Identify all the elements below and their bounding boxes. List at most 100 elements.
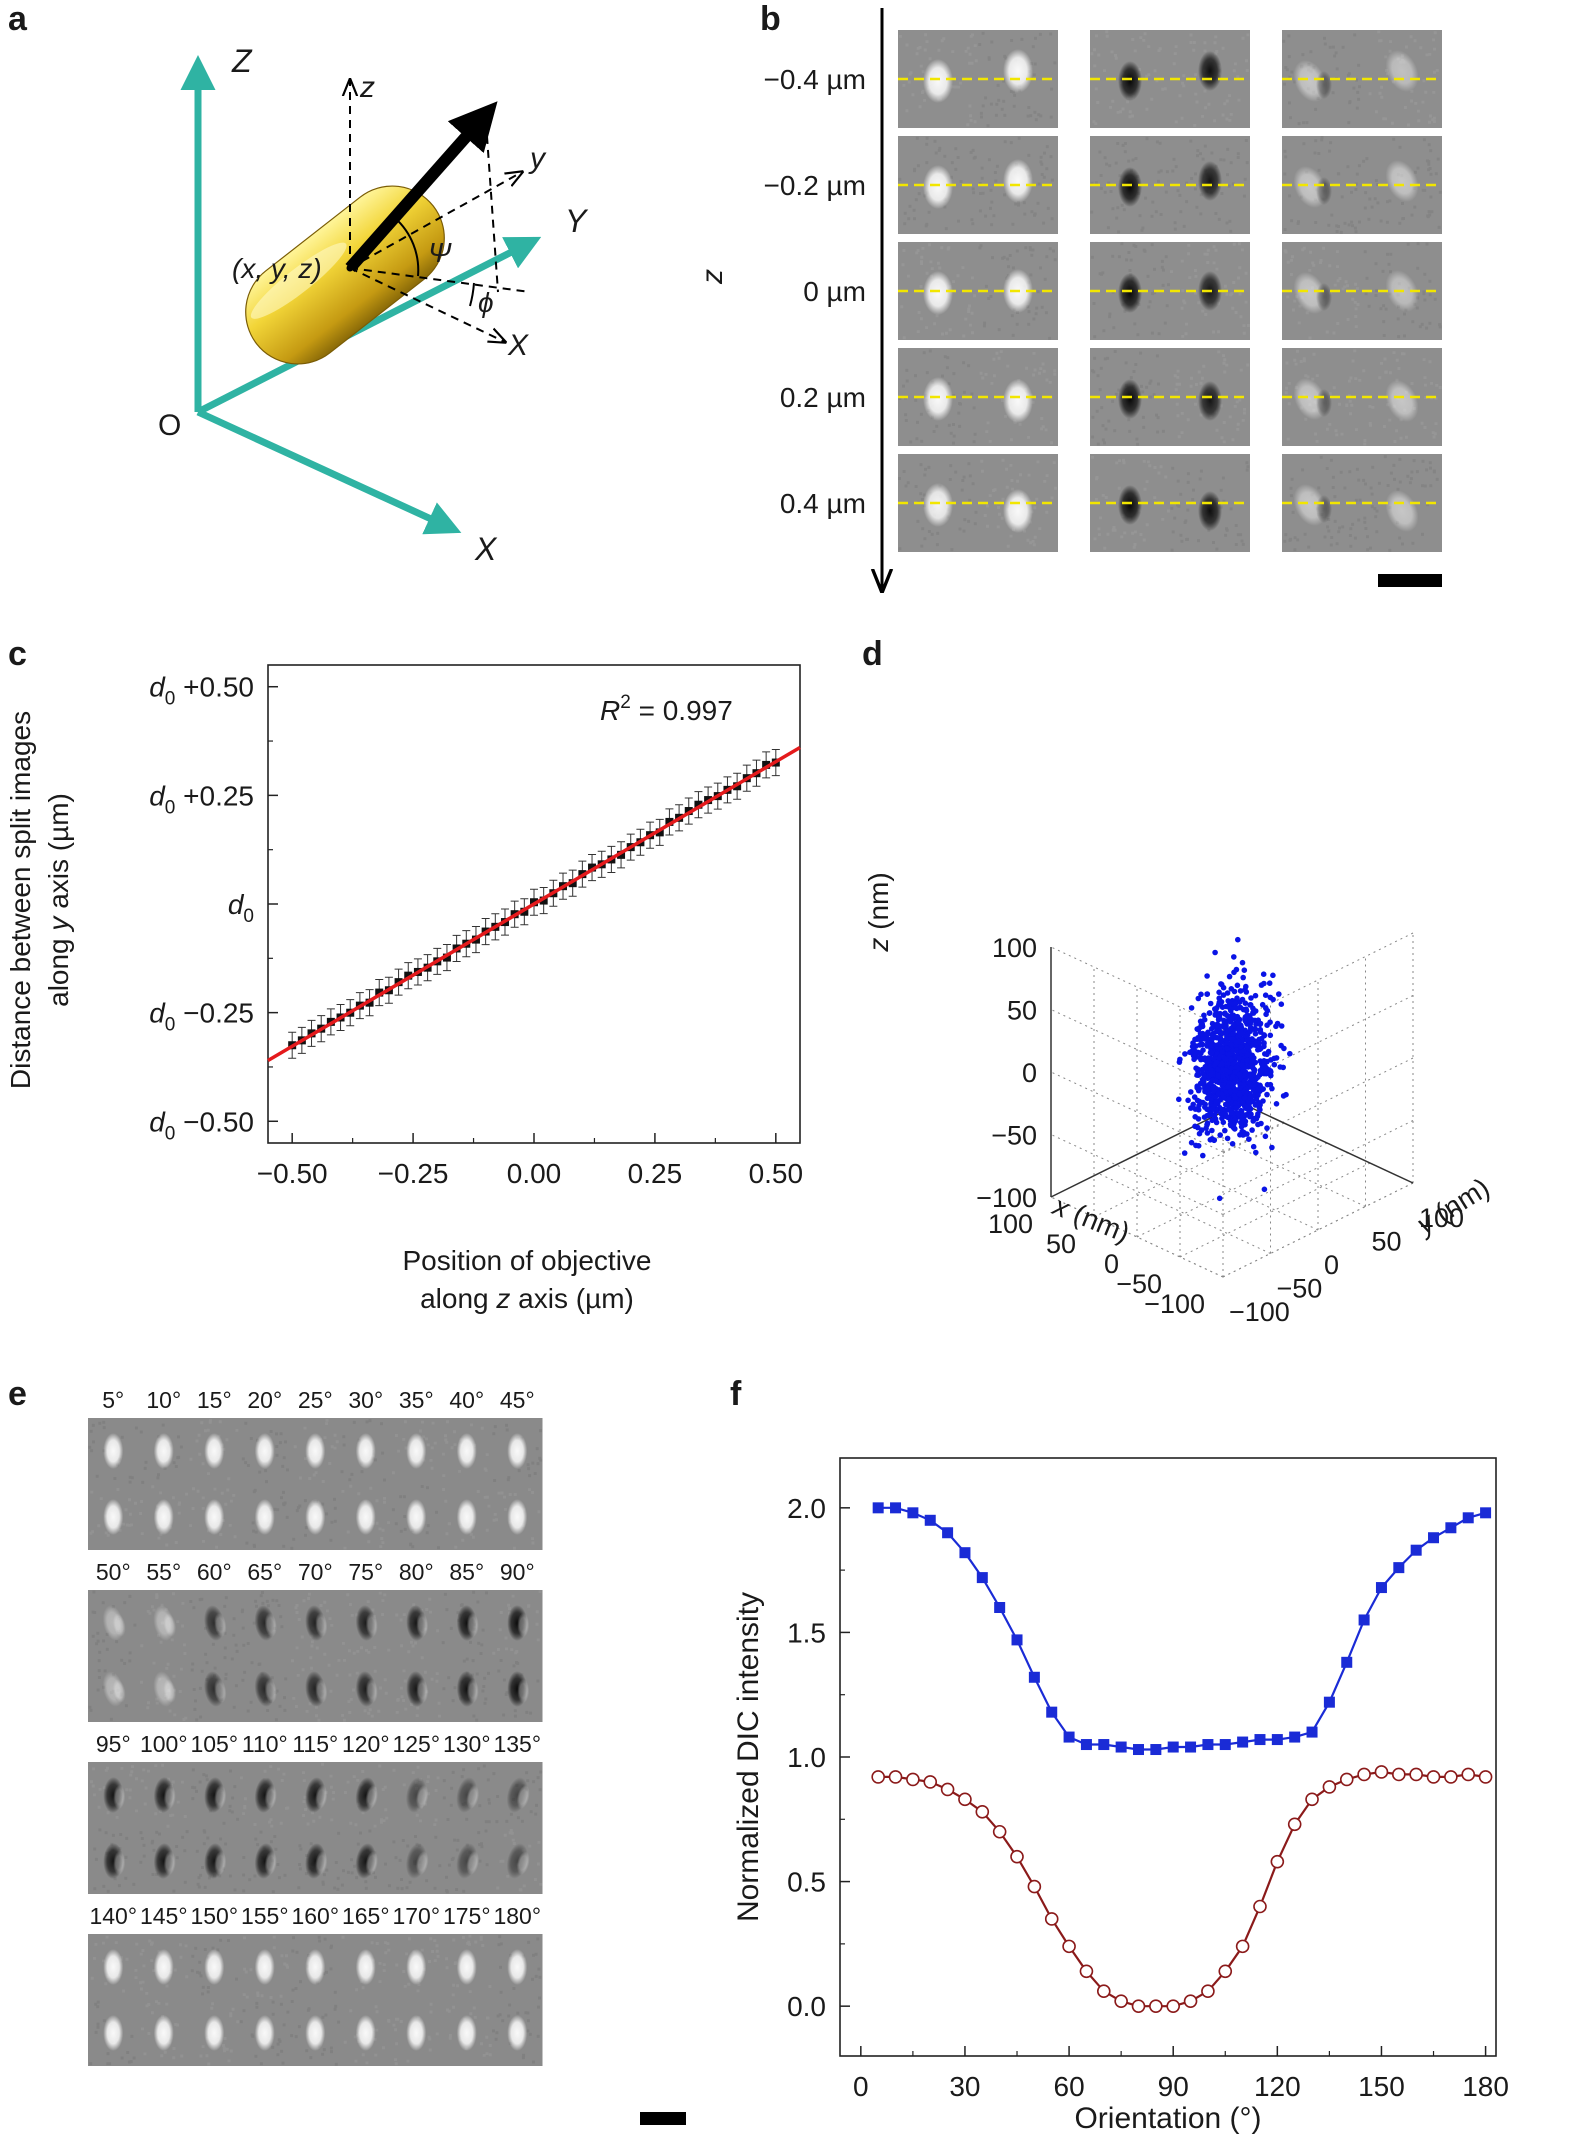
panel-e-halo-2-5-0 (365, 1785, 378, 1809)
panel-d-point-1062 (1242, 1014, 1249, 1020)
panel-f-point-blue-7 (994, 1602, 1006, 1613)
panel-e-spot-3-5-1 (355, 2015, 376, 2051)
panel-d-point-488 (1264, 1125, 1270, 1131)
panel-d-point-610 (1195, 1068, 1201, 1074)
panel-d-point-940 (1224, 1039, 1230, 1046)
panel-e-spot-0-0-1 (103, 1499, 124, 1535)
panel-d-point-819 (1228, 1122, 1234, 1129)
panel-b-spot-r0-c0-0 (923, 59, 953, 103)
panel-f-point-red-23 (1270, 1854, 1285, 1869)
panel-d-point-990 (1188, 1005, 1195, 1011)
panel-d-point-1033 (1219, 1082, 1225, 1088)
panel-e-tile-2-0-0-texture (90, 1765, 138, 1819)
panel-d-point-1082 (1224, 1084, 1231, 1090)
panel-d-point-762 (1204, 991, 1211, 997)
panel-d-point-403 (1248, 995, 1254, 1001)
panel-b-image-grid: z −0.4 µm −0.2 µm 0 µm 0.2 µm 0.4 µm (696, 8, 1442, 588)
panel-d-point-161 (1204, 973, 1210, 979)
panel-d-point-1092 (1236, 1091, 1243, 1098)
panel-f-ytick-label-3: 1.5 (787, 1617, 826, 1648)
panel-c-xlabel-line1: Position of objective (402, 1245, 651, 1276)
panel-d-point-207 (1216, 989, 1222, 996)
panel-d-point-1068 (1236, 1071, 1243, 1078)
panel-f-point-blue-5 (959, 1547, 971, 1559)
panel-f-point-blue-22 (1254, 1734, 1266, 1746)
panel-e-halo-1-3-1 (264, 1679, 277, 1703)
panel-c-ytick-label-4: d0 +0.50 (149, 672, 254, 710)
panel-d-point-1059 (1215, 1066, 1221, 1073)
panel-d-point-818 (1204, 1112, 1210, 1119)
panel-f-point-blue-29 (1375, 1582, 1387, 1594)
panel-f-point-blue-31 (1410, 1544, 1422, 1556)
panel-d-axis-front-x (1050, 1102, 1242, 1198)
panel-f-point-blue-2 (907, 1507, 919, 1519)
panel-d-point-975 (1257, 1046, 1263, 1053)
panel-e-tile-3-7-1-texture (446, 2005, 492, 2057)
panel-d-wallx-gh-1 (1222, 1120, 1414, 1215)
panel-e-halo-2-6-1 (415, 1851, 429, 1875)
panel-b-tile-r0-c0-0-texture (898, 33, 978, 127)
panel-f-point-red-21 (1235, 1939, 1250, 1954)
panel-d-point-878 (1200, 1099, 1206, 1106)
panel-c-point-16 (442, 953, 451, 962)
panel-b-spot-r1-c0-0 (923, 165, 953, 209)
panel-d-point-993 (1268, 1069, 1274, 1075)
panel-d-point-616 (1261, 1186, 1268, 1193)
panel-d-point-1073 (1230, 1031, 1236, 1037)
panel-f-point-blue-1 (890, 1502, 902, 1514)
panel-d-point-767 (1204, 1120, 1211, 1126)
panel-e-spot-0-5-1 (355, 1499, 376, 1535)
panel-e-spot-3-8-1 (507, 2015, 528, 2051)
panel-b-tile-r4-c0-0-texture (898, 462, 978, 552)
panel-e-tile-0-3-0-texture (241, 1421, 289, 1484)
phi-angle-arc (469, 282, 475, 307)
panel-d-wally-gh-2 (1050, 1071, 1224, 1153)
panel-d-point-1039 (1199, 1080, 1205, 1087)
panel-f-ytick-label-2: 1.0 (787, 1742, 826, 1773)
panel-f-point-red-18 (1183, 1994, 1198, 2008)
panel-d-point-987 (1227, 1088, 1233, 1095)
panel-e-angle-label-3-7: 175° (443, 1903, 491, 1929)
panel-d-point-1018 (1239, 959, 1246, 966)
panel-d-point-805 (1257, 1026, 1264, 1033)
panel-e-angle-label-0-2: 15° (197, 1387, 232, 1413)
panel-e-spot-0-3-0 (254, 1433, 275, 1469)
panel-e-halo-1-5-1 (365, 1679, 378, 1703)
panel-f-point-red-17 (1166, 1999, 1181, 2013)
panel-d-point-884 (1212, 949, 1218, 956)
label-Y: Y (565, 203, 589, 239)
panel-c-point-12 (404, 971, 413, 980)
panel-d-point-447 (1273, 1101, 1280, 1107)
panel-e-halo-1-6-1 (416, 1679, 429, 1703)
panel-d-point-989 (1247, 1113, 1253, 1120)
panel-e-halo-1-0-0 (112, 1613, 126, 1637)
panel-e-spot-3-1-0 (153, 1949, 174, 1985)
panel-d-point-986 (1235, 1110, 1241, 1117)
dipole-orientation-arrow (345, 101, 498, 272)
panel-b-spot-r4-c2-1 (1385, 490, 1419, 532)
panel-d-point-211 (1192, 1114, 1198, 1120)
panel-f-xtick-label-4: 120 (1254, 2071, 1301, 2102)
panel-f-point-red-27 (1339, 1772, 1354, 1787)
panel-e-angle-label-2-3: 110° (242, 1731, 288, 1757)
panel-d-point-229 (1195, 995, 1202, 1002)
panel-d-ytick-label-2: 0 (1324, 1250, 1339, 1280)
panel-b-spot-r4-c1-0 (1118, 485, 1142, 525)
panel-e-halo-1-8-1 (517, 1679, 530, 1703)
panel-c-xtick-label-4: 0.50 (749, 1158, 804, 1189)
panel-d-point-1044 (1205, 1058, 1212, 1064)
panel-e-tile-1-3-1-texture (241, 1661, 288, 1722)
panel-f-point-blue-16 (1150, 1744, 1162, 1756)
panel-d-ytick-label-1: −50 (1277, 1274, 1323, 1304)
panel-f-point-blue-30 (1393, 1562, 1405, 1574)
panel-d-chart: −100−50050100−100−50050100−100−50050100 … (863, 872, 1495, 1327)
panel-d-wally-gh-1 (1050, 1134, 1224, 1215)
panel-e-tile-3-4-1-texture (290, 2000, 341, 2066)
panel-d-point-1091 (1210, 1106, 1216, 1113)
panel-d-floor-gx-1 (1179, 1162, 1371, 1258)
panel-e-angle-label-1-0: 50° (96, 1559, 131, 1585)
panel-d-point-637 (1232, 1116, 1238, 1123)
panel-e-tile-2-4-0-texture (302, 1762, 336, 1826)
panel-e-tile-1-3-0-texture (240, 1591, 284, 1647)
